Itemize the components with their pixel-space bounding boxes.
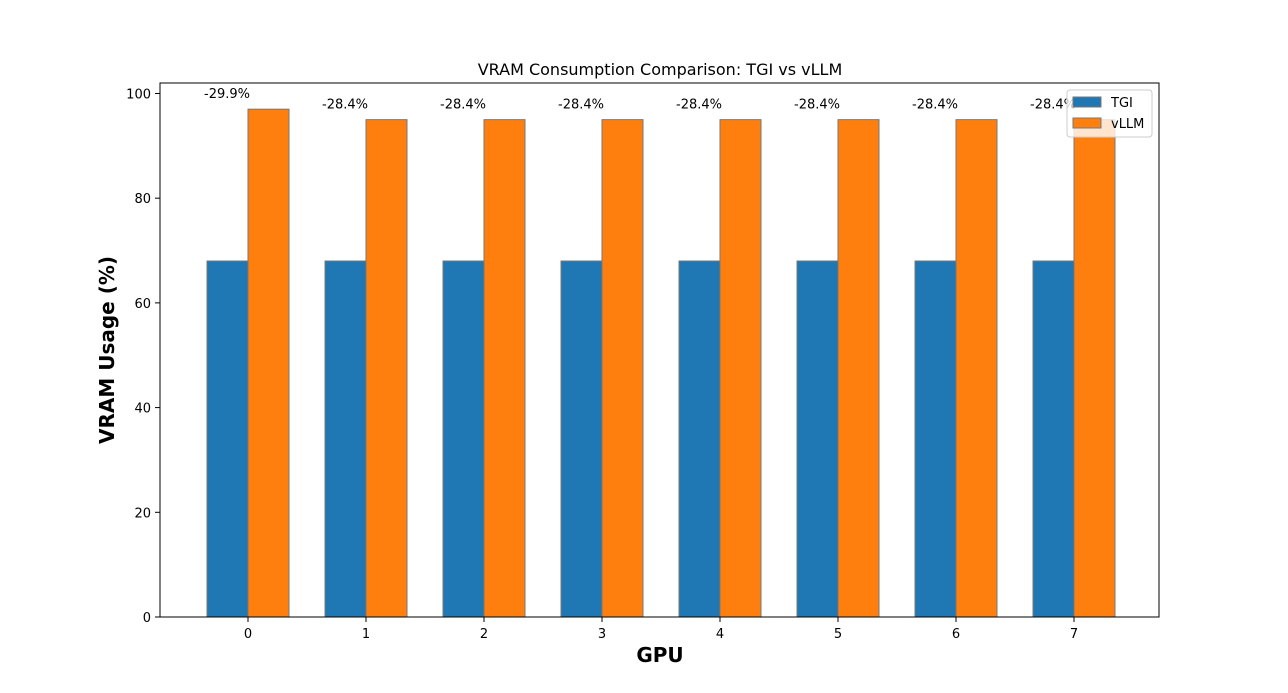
y-tick-label: 60 — [134, 297, 151, 312]
bar-tgi-6 — [914, 260, 957, 618]
bar-tgi-0 — [206, 260, 249, 618]
bar-vllm-6 — [955, 119, 998, 618]
chart-title: VRAM Consumption Comparison: TGI vs vLLM — [478, 60, 843, 79]
x-tick-label: 1 — [362, 627, 370, 642]
y-axis-label: VRAM Usage (%) — [95, 256, 119, 444]
legend-label-vllm: vLLM — [1111, 117, 1144, 132]
bars-layer — [206, 108, 1116, 618]
bar-tgi-1 — [324, 260, 367, 618]
bar-vllm-3 — [601, 119, 644, 618]
x-axis: 0 1 2 3 4 5 6 7 — [244, 617, 1078, 642]
legend-label-tgi: TGI — [1110, 96, 1133, 111]
bar-annotation: -29.9% — [204, 87, 250, 102]
x-axis-label: GPU — [636, 643, 683, 667]
bar-annotation: -28.4% — [676, 98, 722, 113]
bar-tgi-4 — [678, 260, 721, 618]
x-tick-label: 4 — [716, 627, 724, 642]
y-axis: 0 20 40 60 80 100 — [126, 87, 160, 626]
y-tick-label: 0 — [143, 611, 151, 626]
x-tick-label: 6 — [952, 627, 960, 642]
bar-annotation: -28.4% — [794, 98, 840, 113]
x-tick-label: 7 — [1070, 627, 1078, 642]
y-tick-label: 100 — [126, 87, 151, 102]
y-tick-label: 20 — [134, 506, 151, 521]
bar-tgi-7 — [1032, 260, 1075, 618]
bar-tgi-5 — [796, 260, 839, 618]
x-tick-label: 0 — [244, 627, 252, 642]
bar-tgi-3 — [560, 260, 603, 618]
legend-swatch-tgi — [1072, 96, 1102, 108]
plot-frame — [159, 82, 1160, 618]
bar-annotation: -28.4% — [322, 98, 368, 113]
x-tick-label: 5 — [834, 627, 842, 642]
bar-vllm-4 — [719, 119, 762, 618]
x-tick-label: 3 — [598, 627, 606, 642]
bar-vllm-1 — [365, 119, 408, 618]
y-tick-label: 40 — [134, 402, 151, 417]
y-tick-label: 80 — [134, 192, 151, 207]
bar-annotation: -28.4% — [440, 98, 486, 113]
bar-tgi-2 — [442, 260, 485, 618]
bar-vllm-7 — [1073, 119, 1116, 618]
bar-annotation: -28.4% — [558, 98, 604, 113]
bar-vllm-0 — [247, 108, 290, 618]
bar-vllm-2 — [483, 119, 526, 618]
bar-annotation: -28.4% — [1030, 98, 1076, 113]
bar-annotation: -28.4% — [912, 98, 958, 113]
annotations-layer: -29.9% -28.4% -28.4% -28.4% -28.4% -28.4% -28.… — [204, 87, 1076, 112]
bar-vllm-5 — [837, 119, 880, 618]
legend: TGI vLLM — [1066, 89, 1153, 138]
x-tick-label: 2 — [480, 627, 488, 642]
legend-swatch-vllm — [1072, 117, 1102, 129]
